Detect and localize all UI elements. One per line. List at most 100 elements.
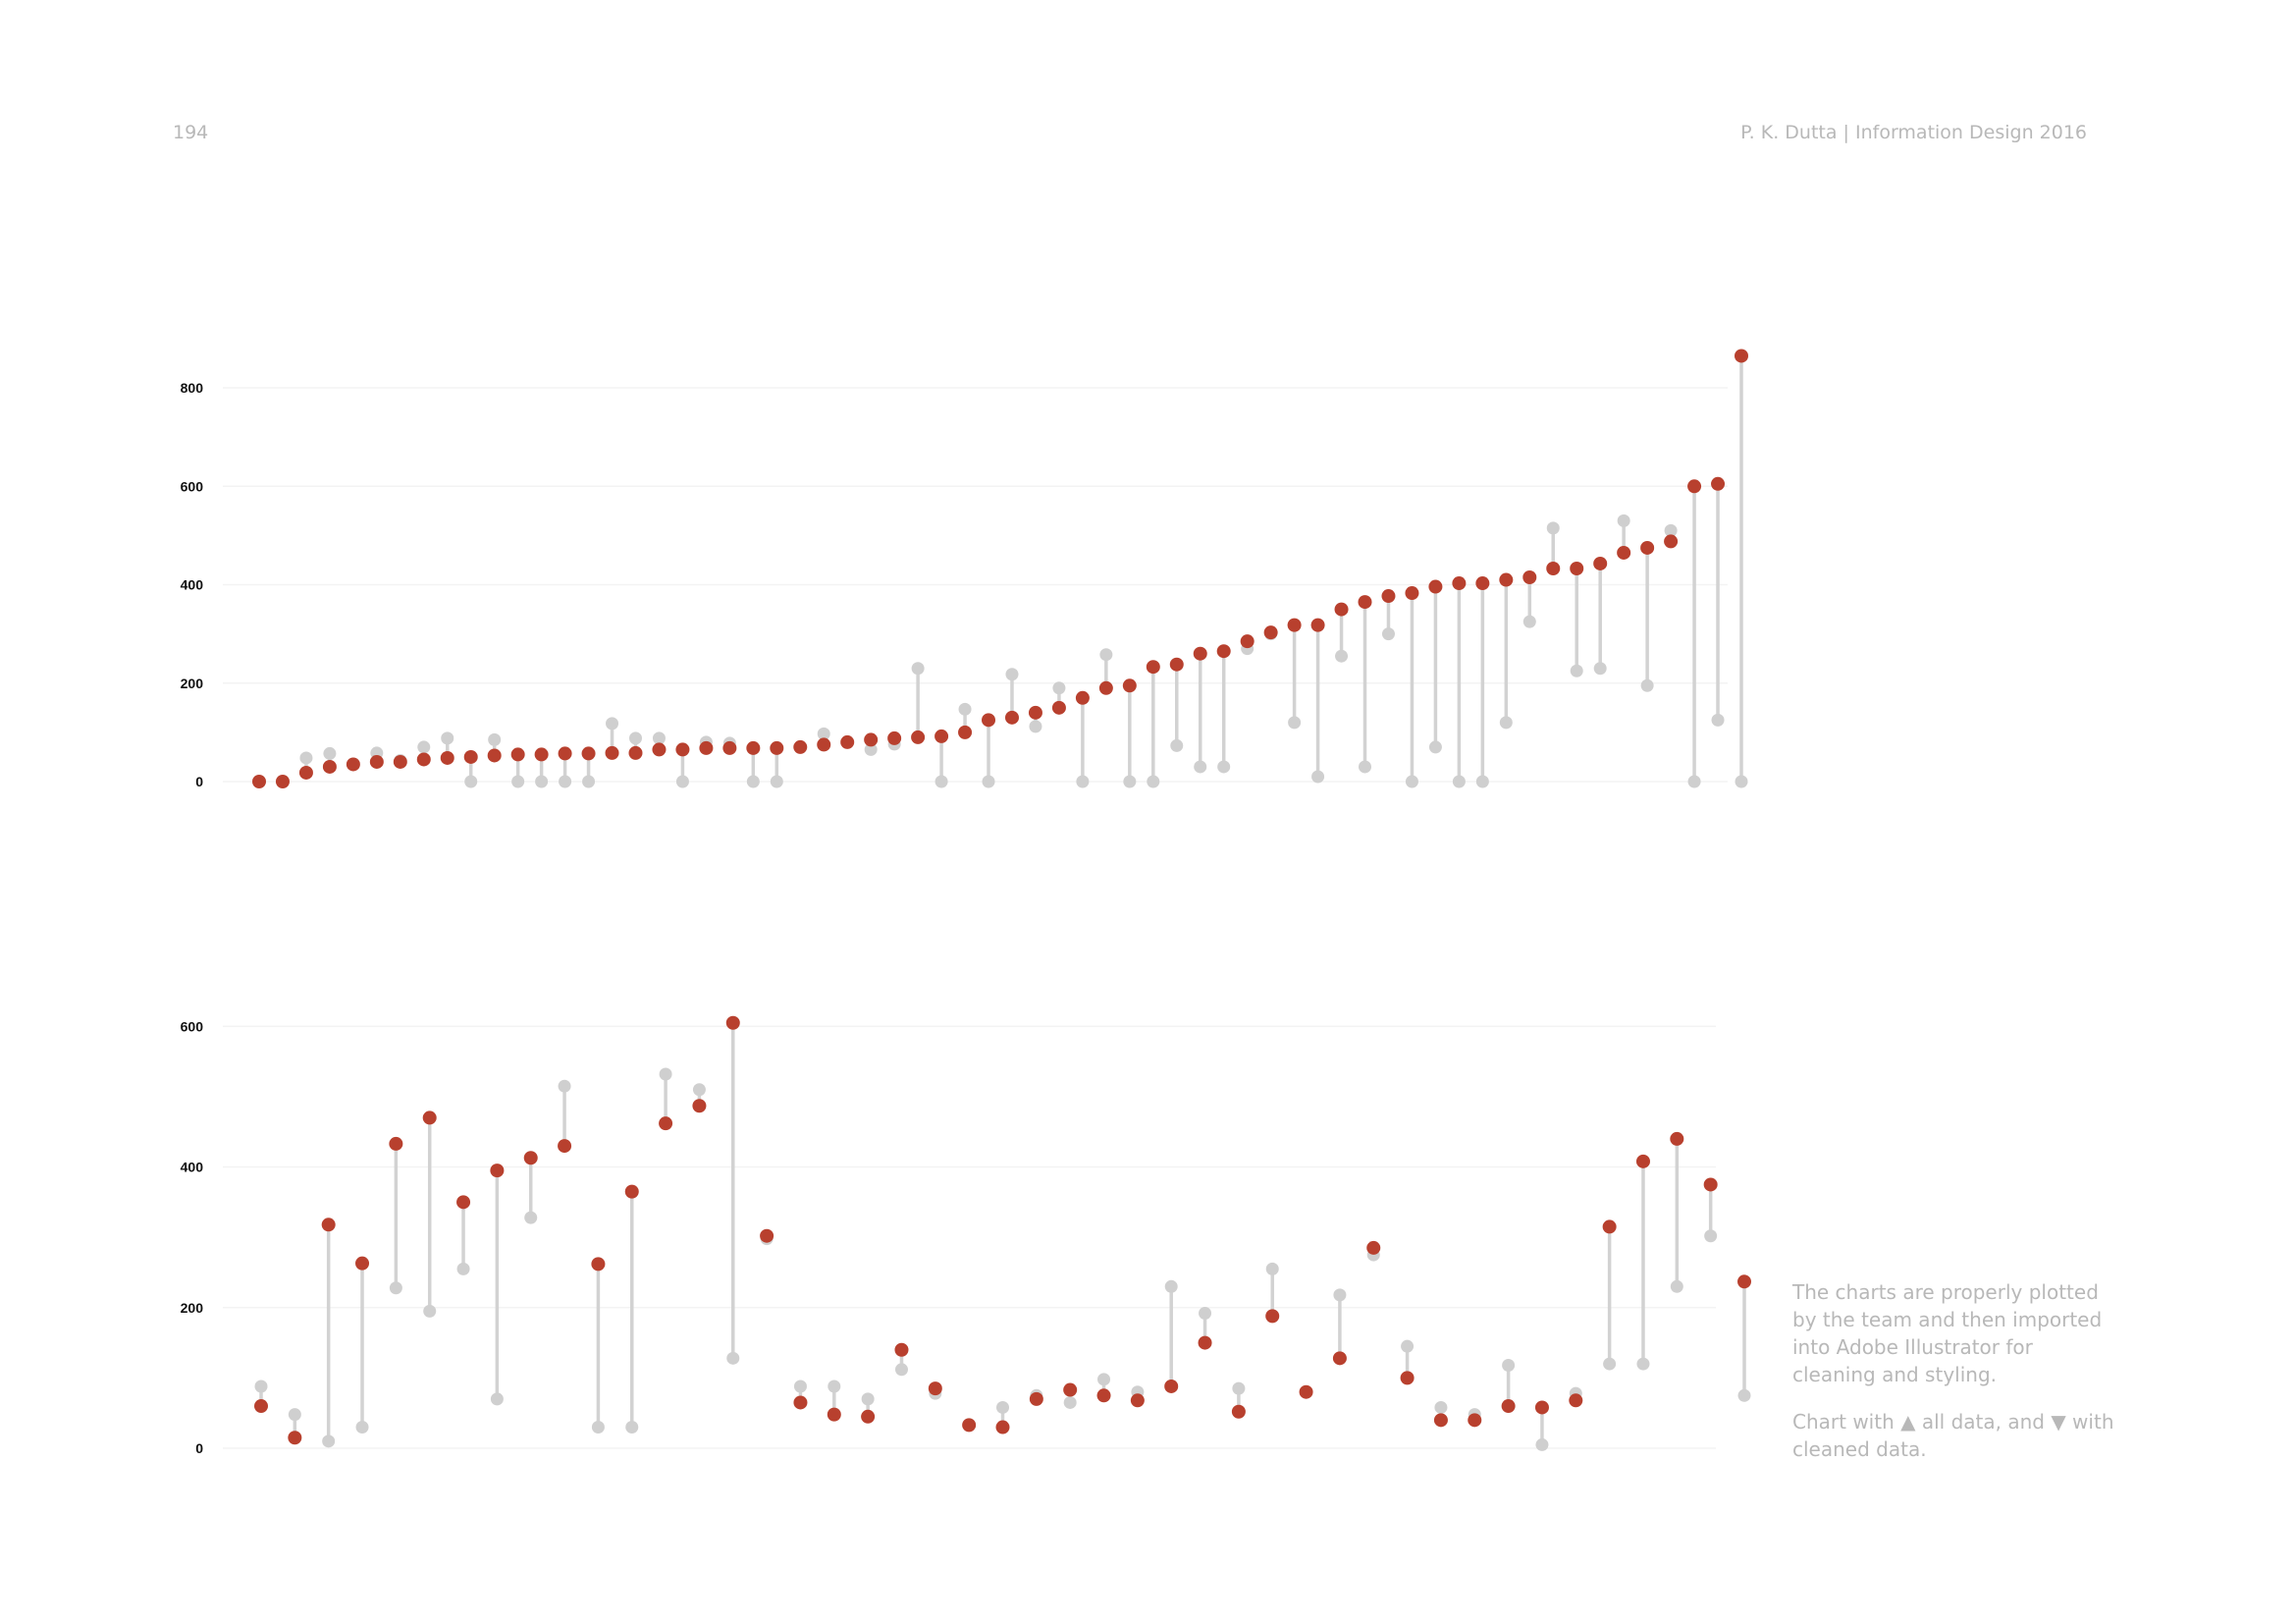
y-tick-label: 200	[181, 676, 204, 691]
cleaned-data-point	[558, 1139, 572, 1154]
all-data-point	[1405, 775, 1418, 788]
all-data-point	[1333, 1288, 1347, 1302]
cleaned-data-point	[746, 740, 761, 755]
cleaned-data-point	[1433, 1413, 1448, 1428]
all-data-point	[323, 746, 337, 760]
cleaned-data-point	[887, 731, 902, 745]
all-data-point	[1546, 521, 1560, 535]
all-data-point	[958, 702, 972, 716]
all-data-point	[1522, 615, 1536, 628]
cleaned-data-point	[770, 740, 784, 755]
cleaned-data-point	[1703, 1177, 1718, 1192]
cleaned-data-point	[760, 1228, 774, 1243]
cleaned-data-point	[1029, 1391, 1043, 1406]
all-data-point	[1737, 1388, 1751, 1402]
y-tick-label: 400	[181, 1160, 204, 1175]
cleaned-data-point	[534, 747, 549, 762]
all-data-point	[1063, 1395, 1077, 1409]
cleaned-data-point	[628, 745, 643, 760]
all-data-point	[817, 727, 830, 740]
cleaned-data-point	[1617, 545, 1631, 560]
cleaned-data-point	[827, 1407, 841, 1422]
cleaned-data-point	[1198, 1335, 1212, 1350]
all-data-point	[1499, 716, 1513, 730]
cleaned-data-point	[288, 1431, 302, 1445]
cleaned-data-point	[1475, 576, 1490, 591]
all-data-point	[1711, 713, 1725, 727]
cleaned-data-point	[793, 1395, 808, 1410]
caption-paragraph-1: The charts are properly plotted by the t…	[1792, 1280, 2103, 1386]
all-data-point	[456, 1262, 470, 1275]
cleaned-data-point	[911, 730, 926, 744]
cleaned-data-point	[1501, 1399, 1516, 1414]
cleaned-data-point	[523, 1151, 538, 1165]
cleaned-data-point	[1146, 660, 1160, 675]
cleaned-data-point	[1096, 1388, 1111, 1403]
all-data-point	[299, 751, 313, 765]
all-data-point	[652, 731, 666, 745]
all-data-point	[1170, 738, 1184, 752]
all-data-point	[1099, 648, 1113, 662]
all-data-point	[1428, 740, 1442, 754]
all-data-point	[441, 731, 454, 745]
all-data-point	[996, 1400, 1009, 1414]
all-data-point	[254, 1380, 268, 1393]
all-data-point	[770, 775, 783, 788]
y-tick-label: 600	[181, 478, 204, 494]
all-data-point	[1164, 1279, 1178, 1293]
all-data-point	[1640, 678, 1654, 692]
page-number: 194	[173, 122, 209, 143]
y-tick-label: 600	[181, 1018, 204, 1034]
all-data-point	[934, 775, 948, 788]
all-data-point	[1359, 760, 1372, 774]
cleaned-data-point	[1640, 540, 1655, 555]
cleaned-data-point	[1169, 657, 1184, 672]
cleaned-data-point	[699, 740, 714, 755]
cleaned-data-point	[1664, 534, 1679, 549]
cleaned-data-point	[1546, 561, 1561, 575]
y-tick-label: 800	[181, 380, 204, 396]
cleaned-data-point	[487, 748, 502, 763]
cleaned-data-point	[456, 1195, 471, 1210]
cleaned-data-point	[725, 1015, 740, 1030]
all-data-point	[1636, 1357, 1650, 1371]
cleaned-data-point	[416, 752, 431, 767]
all-data-point	[1617, 514, 1630, 527]
cleaned-data-point	[355, 1256, 370, 1271]
cleaned-data-point	[1164, 1379, 1179, 1393]
cleaned-data-point	[605, 745, 619, 760]
cleaned-data-point	[422, 1110, 437, 1125]
cleaned-data-point	[1670, 1131, 1684, 1146]
cleaned-data-point	[1063, 1382, 1078, 1397]
cleaned-data-point	[1635, 1154, 1650, 1168]
all-data-point	[1076, 775, 1090, 788]
all-data-point	[1735, 775, 1748, 788]
all-data-point	[828, 1380, 841, 1393]
cleaned-data-point	[1499, 572, 1514, 587]
cleaned-data-point	[1240, 634, 1255, 649]
all-data-point	[1335, 649, 1349, 663]
running-header: P. K. Dutta | Information Design 2016	[1740, 122, 2087, 143]
all-data-point	[982, 775, 995, 788]
cleaned-data-point	[1687, 479, 1702, 494]
all-data-point	[582, 775, 596, 788]
cleaned-data-point	[1287, 618, 1302, 632]
all-data-point	[1123, 775, 1137, 788]
cleaned-data-point	[861, 1409, 876, 1424]
all-data-point	[1029, 720, 1042, 733]
cleaned-data-point	[840, 734, 855, 749]
cleaned-data-point	[1735, 349, 1748, 363]
cleaned-data-point	[624, 1184, 639, 1199]
cleaned-data-point	[692, 1099, 707, 1113]
cleaned-data-point	[1263, 625, 1278, 640]
cleaned-data-point	[1534, 1400, 1549, 1415]
all-data-point	[1687, 775, 1701, 788]
cleaned-data-point	[1299, 1384, 1313, 1399]
cleaned-data-point	[1711, 476, 1726, 491]
cleaned-data-point	[252, 775, 266, 788]
all-data-point	[1232, 1381, 1246, 1395]
all-data-point	[288, 1408, 301, 1422]
cleaned-data-point	[962, 1418, 977, 1433]
all-data-point	[692, 1083, 706, 1097]
all-data-point	[417, 740, 431, 754]
